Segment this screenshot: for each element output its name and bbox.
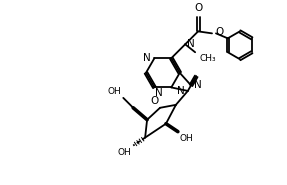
Text: OH: OH xyxy=(117,147,131,157)
Text: O: O xyxy=(215,27,223,37)
Text: N: N xyxy=(143,53,150,63)
Text: OH: OH xyxy=(180,134,194,143)
Text: OH: OH xyxy=(108,87,121,96)
Text: N: N xyxy=(177,86,185,96)
Text: O: O xyxy=(151,96,159,106)
Text: CH₃: CH₃ xyxy=(199,54,216,63)
Text: N: N xyxy=(187,39,195,49)
Text: N: N xyxy=(156,88,163,98)
Text: N: N xyxy=(194,80,202,90)
Text: O: O xyxy=(194,3,202,13)
